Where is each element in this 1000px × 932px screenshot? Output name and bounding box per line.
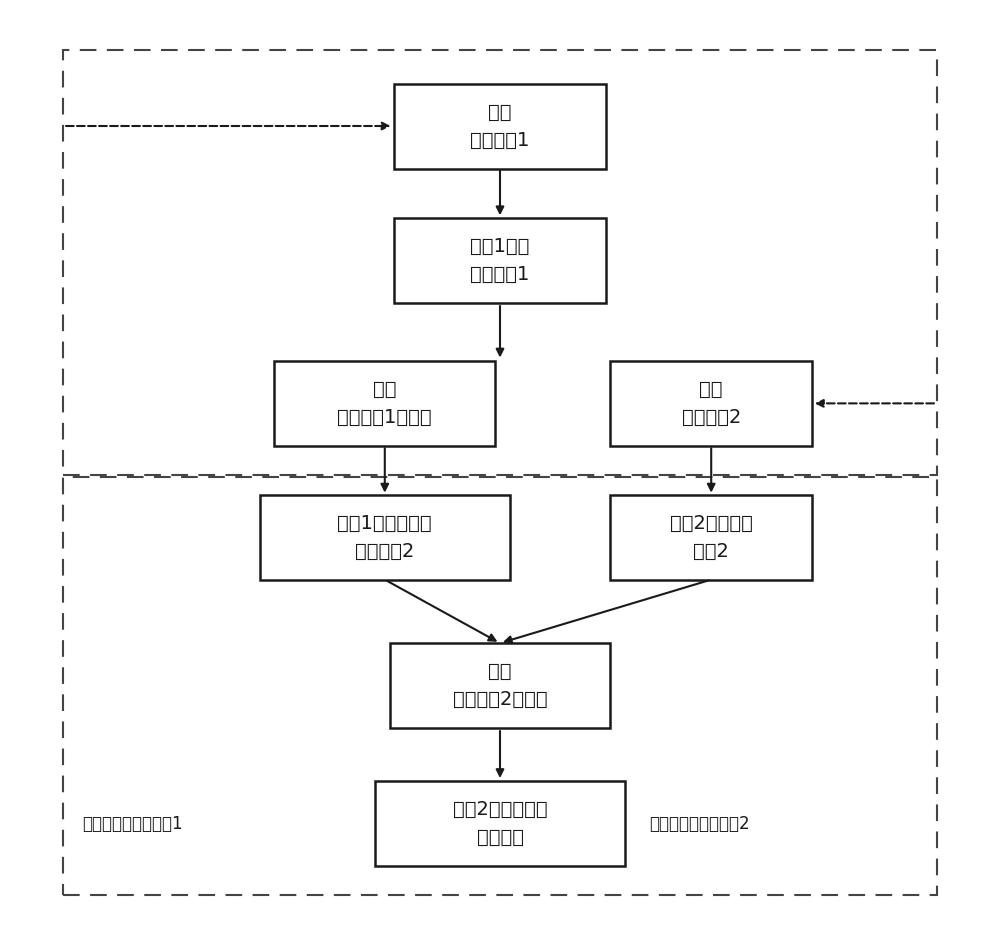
Text: 业务逻辑应用于事件2: 业务逻辑应用于事件2 [649,815,749,833]
Text: 票联
触发事件1: 票联 触发事件1 [470,103,530,149]
Bar [63,477,937,896]
Text: 委托2的实例包含
业务逻辑: 委托2的实例包含 业务逻辑 [453,801,547,847]
Bar [610,361,812,445]
Bar [394,218,606,303]
Bar [375,781,625,867]
Text: 事件2调用票证
委托2: 事件2调用票证 委托2 [670,514,753,561]
Text: 事件1调用
票联委托1: 事件1调用 票联委托1 [470,237,530,283]
Bar [390,643,610,728]
Bar [63,50,937,475]
Bar [394,84,606,169]
Bar [274,361,495,445]
Text: 票证
触发事件2: 票证 触发事件2 [682,380,741,427]
Text: 委托1的实例调用
票证委托2: 委托1的实例调用 票证委托2 [337,514,432,561]
Bar [610,495,812,580]
Bar [260,495,510,580]
Text: 业务逻辑应用于事件1: 业务逻辑应用于事件1 [82,815,183,833]
Text: 界面
添加委托2的实例: 界面 添加委托2的实例 [453,662,547,708]
Text: 票证
添加委托1的实例: 票证 添加委托1的实例 [337,380,432,427]
